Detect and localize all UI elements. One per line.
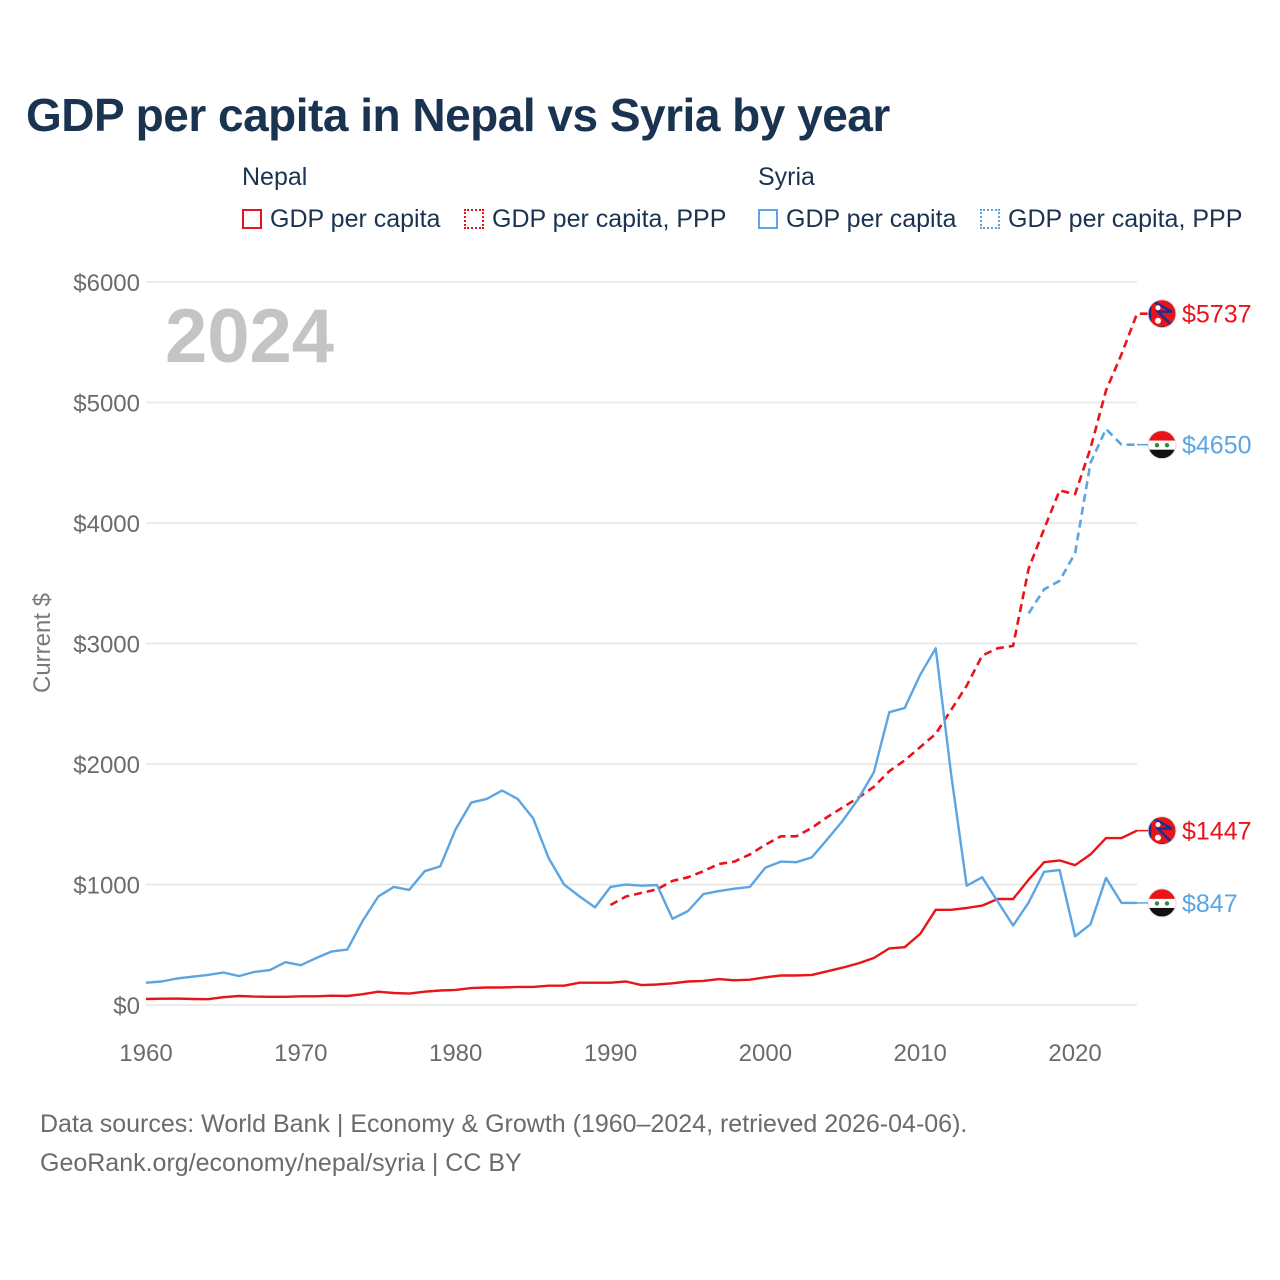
legend-label-syria-gdp: GDP per capita — [786, 204, 957, 233]
x-tick-label-1980: 1980 — [429, 1040, 482, 1067]
chart-title: GDP per capita in Nepal vs Syria by year — [26, 89, 890, 141]
legend-item-nepal-gdp[interactable]: GDP per capita — [242, 204, 440, 234]
y-tick-label-3000: $3000 — [73, 632, 140, 659]
legend-item-nepal-ppp[interactable]: GDP per capita, PPP — [464, 204, 726, 234]
end-value-label-syria-ppp: $4650 — [1182, 432, 1252, 460]
legend-swatch-nepal-gdp — [242, 209, 262, 229]
series-line-syria-gdp — [145, 647, 1137, 984]
series-lines — [145, 312, 1153, 1001]
source-line-1: Data sources: World Bank | Economy & Gro… — [40, 1110, 968, 1138]
x-tick-label-1990: 1990 — [584, 1040, 637, 1067]
syria-flag-icon — [1147, 430, 1177, 460]
x-tick-label-1960: 1960 — [119, 1040, 172, 1067]
legend-swatch-syria-ppp — [980, 209, 1000, 229]
legend-item-syria-gdp[interactable]: GDP per capita — [758, 204, 956, 234]
end-markers: $1447 $5737 $847 $4650 — [1137, 299, 1252, 918]
legend-swatch-syria-gdp — [758, 209, 778, 229]
legend-label-nepal-ppp: GDP per capita, PPP — [492, 204, 727, 233]
y-tick-label-2000: $2000 — [73, 752, 140, 779]
series-line-syria-ppp — [1027, 427, 1137, 615]
y-axis-title: Current $ — [29, 593, 56, 693]
x-tick-label-1970: 1970 — [274, 1040, 327, 1067]
syria-flag-icon — [1147, 888, 1177, 918]
nepal-flag-icon — [1147, 816, 1177, 846]
nepal-flag-icon — [1147, 299, 1177, 329]
legend-label-nepal-gdp: GDP per capita — [270, 204, 441, 233]
end-value-label-nepal-ppp: $5737 — [1182, 301, 1252, 329]
y-tick-label-4000: $4000 — [73, 511, 140, 538]
legend-group-nepal: Nepal — [242, 163, 308, 191]
x-tick-label-2010: 2010 — [894, 1040, 947, 1067]
source-line-2[interactable]: GeoRank.org/economy/nepal/syria | CC BY — [40, 1149, 522, 1177]
y-tick-label-1000: $1000 — [73, 873, 140, 900]
y-tick-label-5000: $5000 — [73, 391, 140, 418]
y-tick-label-0: $0 — [113, 993, 140, 1020]
y-tick-label-6000: $6000 — [73, 270, 140, 297]
end-value-label-syria-gdp: $847 — [1182, 890, 1238, 918]
axis-ticks: $0 $1000 $2000 $3000 $4000 $5000 $6000 1960 1970… — [73, 270, 1102, 1067]
series-line-nepal-ppp — [609, 312, 1153, 907]
x-tick-label-2000: 2000 — [739, 1040, 792, 1067]
legend-label-syria-ppp: GDP per capita, PPP — [1008, 204, 1243, 233]
source-note: Data sources: World Bank | Economy & Gro… — [40, 1105, 967, 1183]
legend-swatch-nepal-ppp — [464, 209, 484, 229]
end-value-label-nepal-gdp: $1447 — [1182, 818, 1252, 846]
x-tick-label-2020: 2020 — [1048, 1040, 1101, 1067]
legend-group-syria: Syria — [758, 163, 815, 191]
series-line-nepal-gdp — [145, 829, 1138, 1001]
legend-item-syria-ppp[interactable]: GDP per capita, PPP — [980, 204, 1242, 234]
grid-lines — [146, 281, 1137, 1006]
current-year-label: 2024 — [165, 294, 334, 379]
